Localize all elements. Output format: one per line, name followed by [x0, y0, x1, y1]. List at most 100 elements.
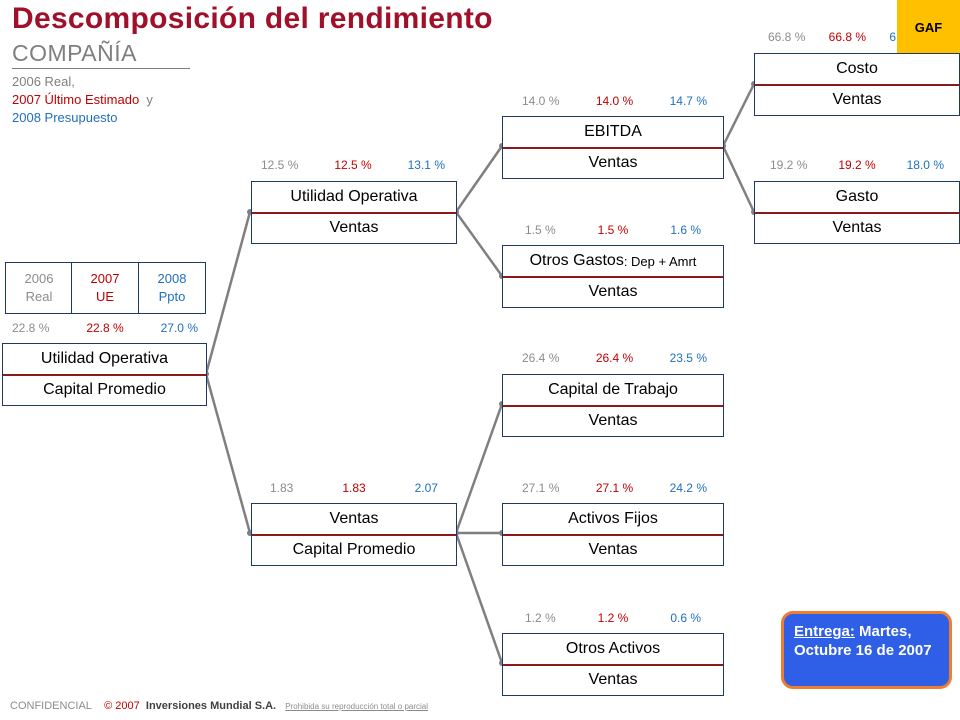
value-budget: 2.07 [414, 481, 438, 495]
value-real: 14.0 % [522, 94, 560, 108]
value-real: 66.8 % [768, 30, 806, 44]
legend-real: 2006 Real, [12, 74, 75, 89]
company-subtitle: COMPAÑÍA [12, 40, 137, 66]
value-budget: 1.6 % [670, 223, 701, 237]
node-denominator: Ventas [588, 540, 638, 558]
value-budget: 27.0 % [160, 321, 198, 335]
header-2008-ppto: 2008 Ppto [138, 262, 206, 314]
node-denominator: Ventas [588, 411, 638, 429]
node-denominator: Ventas [588, 153, 638, 171]
legend-estimate-text: 2007 Último Estimado [12, 92, 140, 107]
ebitda-values: 14.0 % 14.0 % 14.7 % [522, 94, 707, 108]
value-budget: 6 [889, 30, 896, 44]
footer-copyright: © 2007 [104, 700, 140, 712]
node-denominator: Capital Promedio [292, 540, 416, 558]
header-2007-ue: 2007 UE [71, 262, 139, 314]
legend-budget: 2008 Presupuesto [12, 110, 118, 125]
value-estimate: 22.8 % [86, 321, 124, 335]
value-budget: 23.5 % [669, 351, 707, 365]
fraction-bar [503, 146, 723, 149]
node-numerator: EBITDA [584, 123, 642, 141]
connector-margin-otros-gastos [454, 211, 504, 277]
delivery-callout: Entrega: Martes, Octubre 16 de 2007 [781, 611, 952, 689]
node-ebitda: EBITDA Ventas [502, 116, 724, 179]
value-estimate: 19.2 % [838, 158, 876, 172]
value-estimate: 14.0 % [595, 94, 634, 108]
value-real: 27.1 % [522, 481, 560, 495]
value-budget: 14.7 % [669, 94, 707, 108]
fraction-bar [755, 211, 959, 214]
connector-ebitda-costo [721, 83, 756, 147]
value-budget: 24.2 % [669, 481, 707, 495]
value-estimate: 1.5 % [597, 223, 629, 237]
header-year: 2007 [90, 271, 120, 286]
header-year: 2008 [157, 271, 187, 286]
legend-estimate: 2007 Último Estimado y [12, 92, 153, 107]
node-denominator: Capital Promedio [43, 380, 166, 398]
node-numerator: Costo [836, 60, 878, 78]
otros-gastos-values: 1.5 % 1.5 % 1.6 % [525, 223, 701, 237]
header-year: 2006 [24, 271, 54, 286]
node-operating-margin: Utilidad Operativa Ventas [251, 181, 457, 244]
numerator-main: Otros Gastos [529, 252, 624, 270]
gasto-values: 19.2 % 19.2 % 18.0 % [770, 158, 944, 172]
connector-ebitda-gasto [721, 145, 756, 213]
header-label: Real [25, 289, 53, 304]
value-budget: 0.6 % [670, 611, 701, 625]
fraction-bar [503, 404, 723, 407]
node-numerator: Otros Activos [565, 640, 661, 658]
turnover-values: 1.83 1.83 2.07 [270, 481, 438, 495]
node-roc: Utilidad Operativa Capital Promedio [2, 343, 207, 406]
connector-turnover-otros-activos [454, 532, 504, 664]
page-title: Descomposición del rendimiento [12, 2, 493, 35]
value-real: 1.2 % [525, 611, 556, 625]
costo-values: 66.8 % 66.8 % 6 [768, 30, 896, 44]
value-real: 26.4 % [522, 351, 560, 365]
activos-fijos-values: 27.1 % 27.1 % 24.2 % [522, 481, 707, 495]
value-estimate: 12.5 % [334, 158, 372, 172]
value-real: 22.8 % [12, 321, 50, 335]
legend-conjunction: y [146, 92, 153, 107]
footer-confidential: CONFIDENCIAL [10, 700, 92, 712]
value-real: 19.2 % [770, 158, 808, 172]
node-numerator: Activos Fijos [568, 510, 658, 528]
node-denominator: Ventas [832, 218, 882, 236]
value-real: 12.5 % [261, 158, 299, 172]
value-budget: 18.0 % [906, 158, 944, 172]
node-costo: Costo Ventas [754, 53, 960, 116]
node-numerator: Ventas [329, 510, 379, 528]
footer-notice: Prohibida su reproducción total o parcia… [285, 702, 429, 711]
margin-values: 12.5 % 12.5 % 13.1 % [261, 158, 445, 172]
node-gasto: Gasto Ventas [754, 181, 960, 244]
node-otros-gastos: Otros Gastos: Dep + Amrt Ventas [502, 245, 724, 308]
fraction-bar [503, 275, 723, 278]
connector-roc-turnover [204, 373, 252, 534]
fraction-bar [252, 211, 456, 214]
node-numerator: Capital de Trabajo [548, 381, 678, 399]
value-estimate: 27.1 % [595, 481, 634, 495]
node-denominator: Ventas [588, 282, 638, 300]
node-denominator: Ventas [832, 90, 882, 108]
header-label: Ppto [158, 289, 186, 304]
footer: CONFIDENCIAL © 2007 Inversiones Mundial … [10, 700, 428, 712]
fraction-bar [755, 83, 959, 86]
connector-roc-margin [204, 211, 252, 375]
node-capital-turnover: Ventas Capital Promedio [251, 503, 457, 566]
gaf-badge [897, 0, 960, 62]
node-numerator: Gasto [835, 188, 879, 206]
capital-trabajo-values: 26.4 % 26.4 % 23.5 % [522, 351, 707, 365]
value-estimate: 66.8 % [828, 30, 867, 44]
value-real: 1.83 [270, 481, 294, 495]
gaf-badge-label: GAF [914, 20, 943, 35]
node-activos-fijos: Activos Fijos Ventas [502, 503, 724, 566]
value-estimate: 1.2 % [597, 611, 629, 625]
otros-activos-values: 1.2 % 1.2 % 0.6 % [525, 611, 701, 625]
subtitle-underline [12, 68, 190, 69]
node-numerator: Utilidad Operativa [290, 188, 418, 206]
roc-values: 22.8 % 22.8 % 27.0 % [12, 321, 198, 335]
node-denominator: Ventas [329, 218, 379, 236]
header-label: UE [95, 289, 115, 304]
node-capital-trabajo: Capital de Trabajo Ventas [502, 374, 724, 437]
footer-company: Inversiones Mundial S.A. [145, 700, 277, 712]
node-otros-activos: Otros Activos Ventas [502, 633, 724, 696]
